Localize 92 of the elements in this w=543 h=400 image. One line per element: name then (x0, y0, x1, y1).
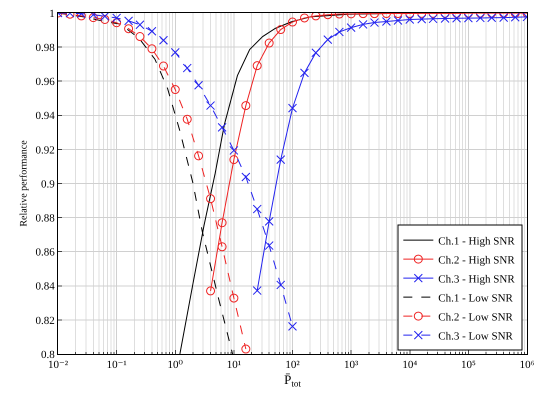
point (158, 36, 168, 45)
legend-label: Ch.3 - Low SNR (438, 330, 514, 342)
point (300, 68, 309, 78)
point (147, 44, 156, 54)
point (499, 13, 508, 22)
point (182, 114, 192, 124)
point (241, 172, 250, 182)
y-tick-label: 0.98 (36, 42, 56, 54)
point (370, 18, 379, 28)
x-tick-label: 10³ (344, 359, 359, 372)
point (264, 241, 274, 250)
point (417, 14, 426, 24)
x-tick-label: 10⁴ (402, 359, 418, 372)
point (358, 20, 368, 29)
point (229, 294, 238, 303)
point (311, 13, 320, 20)
point (252, 286, 262, 296)
point (323, 35, 332, 44)
point (194, 80, 204, 90)
point (100, 14, 110, 24)
point (170, 48, 180, 57)
point (276, 25, 286, 34)
point (276, 280, 286, 290)
point (440, 14, 450, 23)
x-tick-label: 10⁻¹ (106, 359, 127, 372)
point (476, 13, 485, 22)
point (124, 24, 134, 34)
x-tick-label: 10² (285, 359, 300, 372)
y-tick-label: 1 (49, 8, 55, 20)
point (182, 64, 192, 73)
point (112, 13, 122, 22)
y-tick-label: 0.84 (36, 280, 56, 293)
y-tick-label: 0.94 (36, 110, 56, 122)
point (452, 14, 462, 23)
point (382, 17, 391, 26)
point (124, 16, 134, 26)
point (135, 20, 144, 30)
point (112, 18, 122, 28)
y-tick-label: 0.92 (36, 144, 55, 156)
point (194, 151, 204, 160)
legend-label: Ch.2 - High SNR (438, 254, 516, 266)
x-tick-label: 10⁵ (460, 359, 476, 372)
y-tick-label: 0.86 (36, 246, 56, 259)
point (218, 218, 227, 228)
legend-label: Ch.2 - Low SNR (438, 311, 514, 324)
point (264, 38, 274, 48)
point (206, 194, 216, 204)
point (288, 104, 297, 113)
point (206, 101, 216, 110)
point (300, 13, 309, 22)
y-tick-label: 0.9 (41, 178, 56, 190)
point (218, 122, 227, 132)
point (428, 14, 438, 24)
point (510, 13, 520, 22)
point (276, 155, 286, 164)
y-tick-label: 0.82 (36, 314, 55, 327)
point (264, 216, 274, 226)
point (288, 18, 297, 27)
point (135, 32, 144, 42)
legend-label: Ch.1 - High SNR (438, 235, 516, 248)
point (311, 48, 320, 58)
x-tick-label: 10⁶ (520, 359, 535, 372)
legend-label: Ch.1 - Low SNR (438, 292, 514, 304)
point (229, 155, 238, 164)
point (229, 146, 238, 155)
point (393, 16, 402, 25)
point (206, 286, 216, 296)
point (288, 322, 297, 331)
point (170, 85, 180, 94)
point (241, 344, 250, 354)
point (334, 27, 344, 36)
point (88, 13, 98, 22)
legend-label: Ch.3 - High SNR (438, 273, 516, 286)
point (147, 26, 156, 36)
x-axis-title: P̄$_{tot}$ (284, 372, 302, 389)
point (346, 23, 356, 32)
point (158, 62, 168, 71)
x-tick-label: 10⁻² (48, 359, 69, 372)
point (218, 242, 227, 252)
point (241, 101, 250, 110)
y-tick-label: 0.8 (41, 348, 56, 361)
y-tick-label: 0.96 (36, 76, 56, 88)
y-tick-label: 0.88 (36, 212, 56, 224)
point (252, 61, 262, 70)
x-tick-label: 10⁰ (168, 359, 184, 372)
point (252, 204, 262, 214)
point (100, 13, 110, 21)
point (405, 14, 414, 24)
point (487, 13, 496, 22)
x-tick-label: 10¹ (226, 359, 242, 372)
point (464, 14, 473, 23)
y-axis-title: Relative performance (18, 140, 30, 227)
